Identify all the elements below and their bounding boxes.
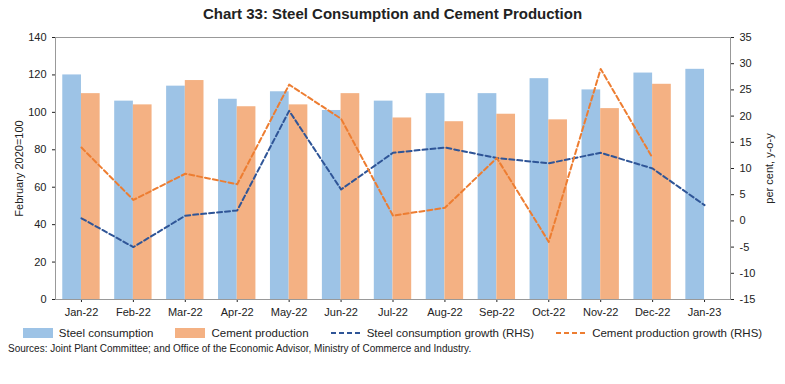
html-text:Chart 33: Steel Consumption an: Chart 33: Steel Consumption and Cement P… <box>202 5 583 22</box>
svg-text:Jan-22: Jan-22 <box>65 306 99 318</box>
svg-text:Jan-23: Jan-23 <box>688 306 722 318</box>
svg-text:10: 10 <box>740 162 752 174</box>
svg-text:Jun-22: Jun-22 <box>324 306 358 318</box>
svg-text:40: 40 <box>34 218 46 230</box>
svg-text:Mar-22: Mar-22 <box>168 306 203 318</box>
svg-text:140: 140 <box>28 31 46 43</box>
svg-text:February 2020=100: February 2020=100 <box>13 120 25 216</box>
svg-text:-5: -5 <box>740 241 750 253</box>
svg-text:-15: -15 <box>740 293 756 305</box>
svg-text:30: 30 <box>740 57 752 69</box>
svg-text:Sep-22: Sep-22 <box>479 306 514 318</box>
html-text:Sources: Joint Plant Committee: Sources: Joint Plant Committee; and Offi… <box>8 343 472 354</box>
html-text:Steel consumption growth (RHS): Steel consumption growth (RHS) <box>366 327 535 339</box>
svg-text:5: 5 <box>740 188 746 200</box>
html-text:Cement production growth (RHS): Cement production growth (RHS) <box>592 327 763 339</box>
svg-text:Apr-22: Apr-22 <box>221 306 254 318</box>
svg-text:Nov-22: Nov-22 <box>583 306 618 318</box>
svg-text:35: 35 <box>740 31 752 43</box>
svg-text:Aug-22: Aug-22 <box>427 306 462 318</box>
html-text:Steel consumption: Steel consumption <box>58 327 154 339</box>
svg-text:0: 0 <box>40 293 46 305</box>
svg-text:80: 80 <box>34 143 46 155</box>
svg-text:-10: -10 <box>740 267 756 279</box>
svg-text:15: 15 <box>740 136 752 148</box>
svg-text:May-22: May-22 <box>271 306 308 318</box>
svg-text:Dec-22: Dec-22 <box>635 306 670 318</box>
svg-text:120: 120 <box>28 68 46 80</box>
html-text:Cement production: Cement production <box>211 327 309 339</box>
svg-text:Oct-22: Oct-22 <box>532 306 565 318</box>
svg-text:Feb-22: Feb-22 <box>116 306 151 318</box>
svg-text:0: 0 <box>740 214 746 226</box>
svg-text:25: 25 <box>740 83 752 95</box>
svg-text:Jul-22: Jul-22 <box>378 306 408 318</box>
svg-text:20: 20 <box>740 110 752 122</box>
svg-text:60: 60 <box>34 181 46 193</box>
svg-text:100: 100 <box>28 106 46 118</box>
svg-text:per cent, y-o-y: per cent, y-o-y <box>763 133 775 204</box>
svg-text:20: 20 <box>34 256 46 268</box>
